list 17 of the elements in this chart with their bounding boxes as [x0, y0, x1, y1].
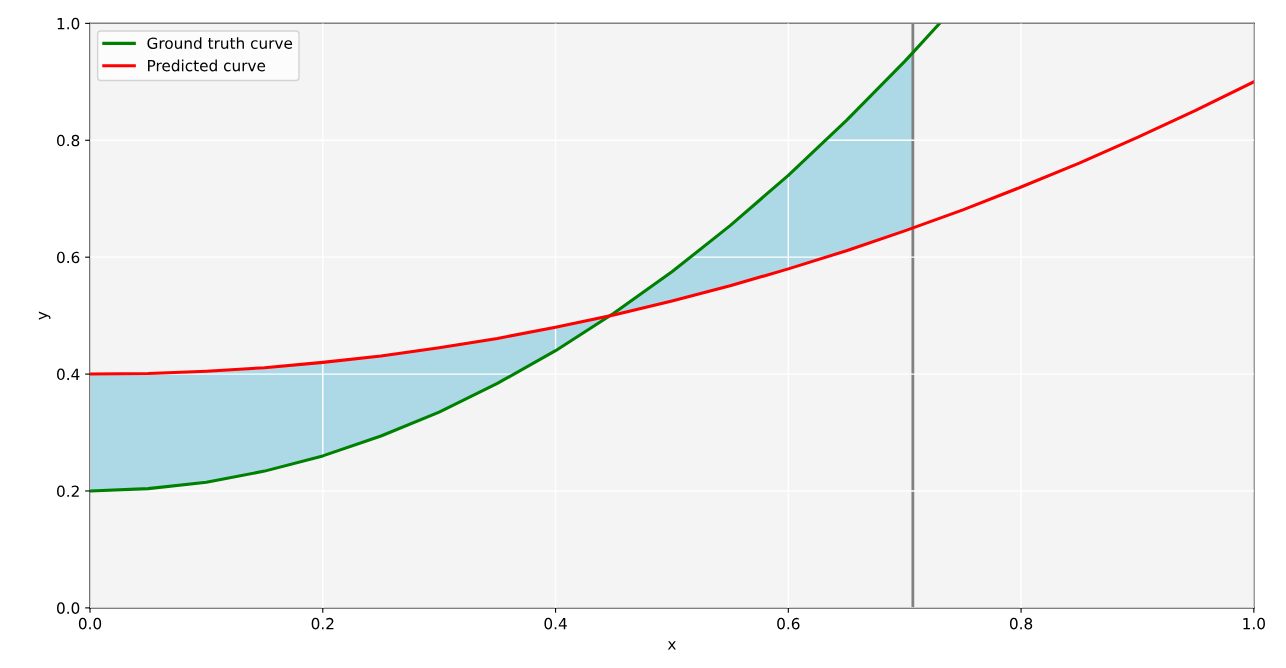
x-tick-label: 0.8 — [1009, 617, 1033, 630]
x-axis-title: x — [667, 641, 676, 650]
x-tick-label: 0.6 — [777, 617, 800, 630]
x-tick-label: 1.0 — [1243, 617, 1265, 630]
y-tick-label: 0.0 — [57, 602, 80, 614]
y-tick-label: 0.8 — [57, 134, 80, 147]
y-tick-label: 0.4 — [57, 368, 80, 381]
legend-label: Ground truth curve — [147, 37, 293, 49]
y-tick-label: 0.6 — [57, 251, 80, 264]
x-tick-label: 0.0 — [78, 617, 102, 630]
y-tick-label: 1.0 — [57, 17, 80, 30]
line-series — [90, 80, 1254, 376]
legend-label: Predicted curve — [148, 59, 266, 72]
x-tick-label: 0.2 — [311, 617, 334, 630]
y-tick-label: 0.2 — [57, 485, 79, 497]
y-axis-title: y — [38, 311, 51, 320]
x-tick-label: 0.4 — [544, 617, 567, 630]
